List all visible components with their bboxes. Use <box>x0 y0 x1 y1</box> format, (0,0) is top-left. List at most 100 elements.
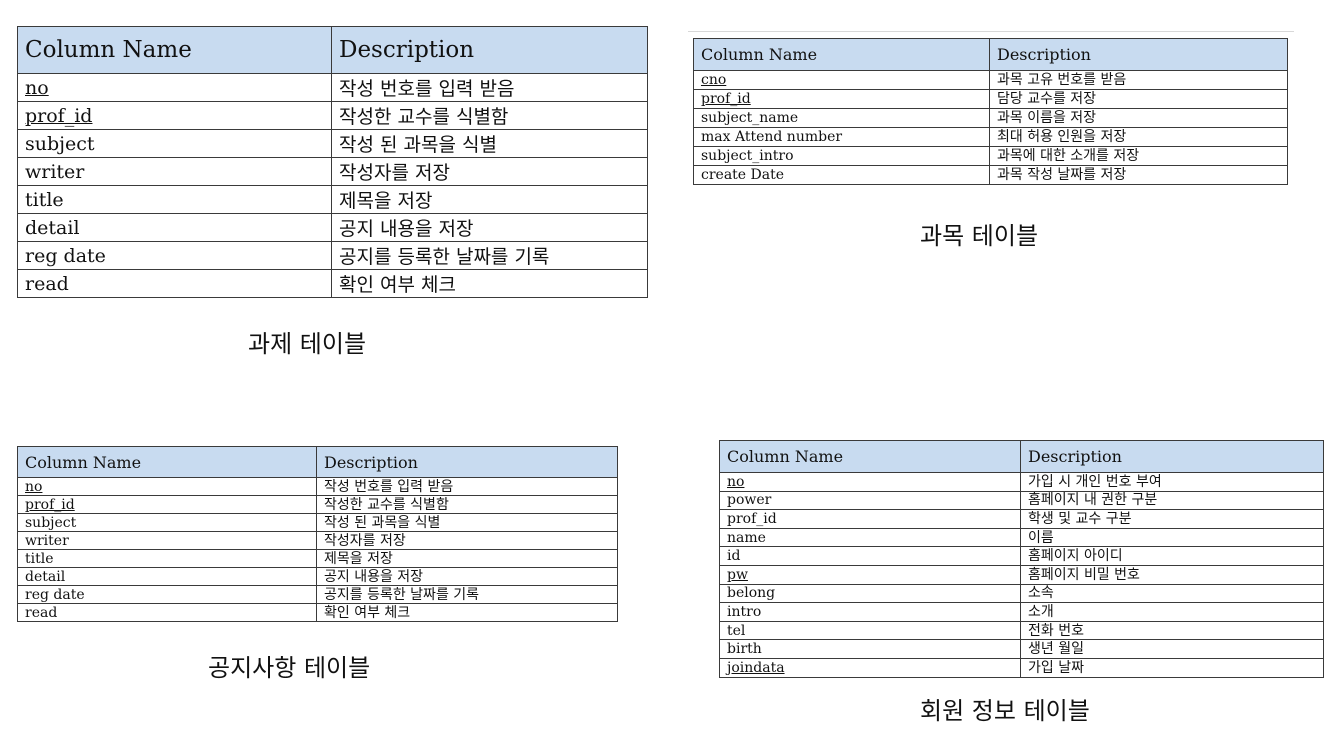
table-row: joindata 가입 날짜 <box>719 657 1324 678</box>
column-name-cell: subject <box>17 129 332 158</box>
description-cell: 공지를 등록한 날짜를 기록 <box>331 241 648 270</box>
table-row: max Attend number 최대 허용 인원을 저장 <box>693 127 1288 147</box>
table-row: prof_id 학생 및 교수 구분 <box>719 509 1324 529</box>
description-header: Description <box>1020 440 1324 473</box>
assignment-table: Column Name Description no 작성 번호를 입력 받음 p… <box>17 26 648 298</box>
table-row: no 작성 번호를 입력 받음 <box>17 73 648 102</box>
column-name-cell: belong <box>719 583 1021 604</box>
column-name-cell: tel <box>719 620 1021 641</box>
description-cell: 작성자를 저장 <box>316 531 618 550</box>
description-cell: 확인 여부 체크 <box>316 603 618 622</box>
table-row: subject 작성 된 과목을 식별 <box>17 129 648 158</box>
table-row: read 확인 여부 체크 <box>17 269 648 298</box>
column-name-cell: prof_id <box>719 509 1021 529</box>
table-row: detail 공지 내용을 저장 <box>17 567 618 586</box>
table-row: no 작성 번호를 입력 받음 <box>17 477 618 496</box>
column-name-cell: no <box>17 477 317 496</box>
description-cell: 전화 번호 <box>1020 620 1324 641</box>
table-row: title 제목을 저장 <box>17 549 618 568</box>
description-header: Description <box>316 446 618 478</box>
table-row: writer 작성자를 저장 <box>17 157 648 186</box>
description-cell: 소개 <box>1020 602 1324 622</box>
table-row: pw 홈페이지 비밀 번호 <box>719 564 1324 585</box>
description-cell: 작성자를 저장 <box>331 157 648 186</box>
column-name-cell: prof_id <box>17 101 332 130</box>
column-name-cell: detail <box>17 567 317 586</box>
notice-table: Column Name Description no 작성 번호를 입력 받음 p… <box>17 446 618 622</box>
table-row: tel 전화 번호 <box>719 620 1324 641</box>
column-name-cell: pw <box>719 564 1021 585</box>
table-row: create Date 과목 작성 날짜를 저장 <box>693 165 1288 185</box>
description-cell: 최대 허용 인원을 저장 <box>989 127 1288 147</box>
member-table-block: Column Name Description no 가입 시 개인 번호 부여 … <box>719 440 1324 678</box>
table-row: subject 작성 된 과목을 식별 <box>17 513 618 532</box>
column-name-cell: reg date <box>17 241 332 270</box>
description-cell: 확인 여부 체크 <box>331 269 648 298</box>
description-cell: 공지 내용을 저장 <box>316 567 618 586</box>
column-name-cell: reg date <box>17 585 317 604</box>
table-row: power 홈페이지 내 권한 구분 <box>719 490 1324 511</box>
column-name-cell: cno <box>693 70 990 90</box>
table-row: birth 생년 월일 <box>719 639 1324 659</box>
table-row: prof_id 작성한 교수를 식별함 <box>17 101 648 130</box>
description-cell: 소속 <box>1020 583 1324 604</box>
table-row: belong 소속 <box>719 583 1324 604</box>
column-name-cell: no <box>719 472 1021 492</box>
column-name-cell: read <box>17 269 332 298</box>
column-name-cell: title <box>17 185 332 214</box>
member-table-caption: 회원 정보 테이블 <box>920 697 1090 725</box>
column-name-header: Column Name <box>17 26 332 74</box>
description-cell: 과목 작성 날짜를 저장 <box>989 165 1288 185</box>
description-cell: 과목 이름을 저장 <box>989 108 1288 128</box>
column-name-cell: writer <box>17 531 317 550</box>
description-cell: 담당 교수를 저장 <box>989 89 1288 109</box>
table-header-row: Column Name Description <box>17 26 648 74</box>
course-table-caption: 과목 테이블 <box>920 222 1039 250</box>
description-cell: 작성 된 과목을 식별 <box>316 513 618 532</box>
column-name-cell: name <box>719 527 1021 548</box>
column-name-cell: read <box>17 603 317 622</box>
table-row: name 이름 <box>719 527 1324 548</box>
column-name-cell: prof_id <box>17 495 317 514</box>
table-row: detail 공지 내용을 저장 <box>17 213 648 242</box>
table-header-row: Column Name Description <box>693 38 1288 71</box>
table-row: read 확인 여부 체크 <box>17 603 618 622</box>
description-cell: 홈페이지 비밀 번호 <box>1020 564 1324 585</box>
description-cell: 공지를 등록한 날짜를 기록 <box>316 585 618 604</box>
column-name-cell: max Attend number <box>693 127 990 147</box>
table-row: writer 작성자를 저장 <box>17 531 618 550</box>
table-row: subject_name 과목 이름을 저장 <box>693 108 1288 128</box>
description-cell: 작성 된 과목을 식별 <box>331 129 648 158</box>
assignment-table-caption: 과제 테이블 <box>248 330 367 358</box>
description-cell: 생년 월일 <box>1020 639 1324 659</box>
table-row: no 가입 시 개인 번호 부여 <box>719 472 1324 492</box>
notice-table-caption: 공지사항 테이블 <box>208 654 371 682</box>
column-name-header: Column Name <box>719 440 1021 473</box>
column-name-cell: id <box>719 546 1021 566</box>
description-cell: 가입 시 개인 번호 부여 <box>1020 472 1324 492</box>
column-name-cell: joindata <box>719 657 1021 678</box>
course-table-block: Column Name Description cno 과목 고유 번호를 받음 … <box>693 38 1288 185</box>
description-cell: 작성 번호를 입력 받음 <box>316 477 618 496</box>
assignment-table-block: Column Name Description no 작성 번호를 입력 받음 p… <box>17 26 648 298</box>
column-name-header: Column Name <box>17 446 317 478</box>
description-cell: 공지 내용을 저장 <box>331 213 648 242</box>
column-name-cell: detail <box>17 213 332 242</box>
description-cell: 작성 번호를 입력 받음 <box>331 73 648 102</box>
column-name-cell: title <box>17 549 317 568</box>
column-name-cell: power <box>719 490 1021 511</box>
member-table: Column Name Description no 가입 시 개인 번호 부여 … <box>719 440 1324 678</box>
description-cell: 제목을 저장 <box>316 549 618 568</box>
table-header-row: Column Name Description <box>719 440 1324 473</box>
description-cell: 가입 날짜 <box>1020 657 1324 678</box>
table-row: reg date 공지를 등록한 날짜를 기록 <box>17 241 648 270</box>
table-row: id 홈페이지 아이디 <box>719 546 1324 566</box>
table-row: intro 소개 <box>719 602 1324 622</box>
notice-table-block: Column Name Description no 작성 번호를 입력 받음 p… <box>17 446 618 622</box>
table-row: prof_id 작성한 교수를 식별함 <box>17 495 618 514</box>
column-name-cell: subject <box>17 513 317 532</box>
column-name-cell: no <box>17 73 332 102</box>
table-row: subject_intro 과목에 대한 소개를 저장 <box>693 146 1288 166</box>
table-header-row: Column Name Description <box>17 446 618 478</box>
table-row: cno 과목 고유 번호를 받음 <box>693 70 1288 90</box>
